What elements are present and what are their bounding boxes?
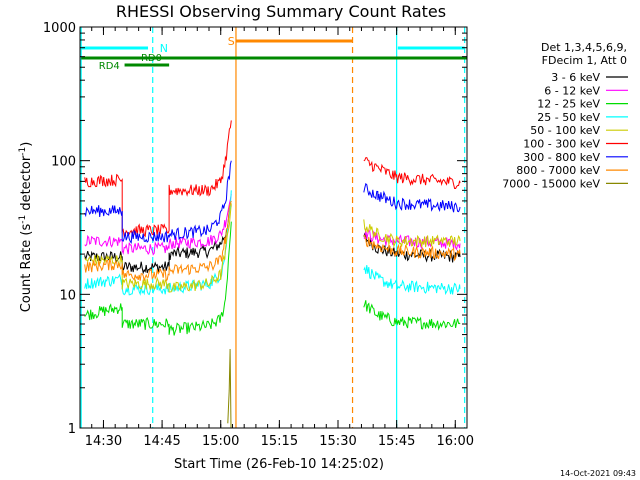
- x-tick-label: 14:30: [85, 434, 122, 449]
- series-line-4-seg-1: [363, 219, 461, 249]
- series-line-6-seg-0: [84, 160, 232, 245]
- legend-header-line: Det 1,3,4,5,6,9,: [541, 41, 627, 54]
- y-axis-label-part3: ): [19, 142, 34, 147]
- y-axis-label: Count Rate (s-1 detector-1): [18, 142, 34, 313]
- night-label: N: [160, 42, 168, 55]
- y-axis-label-sup1: -1: [18, 215, 28, 224]
- y-tick-label: 100: [51, 155, 76, 170]
- series-line-3-seg-1: [363, 264, 461, 296]
- legend: Det 1,3,4,5,6,9,FDecim 1, Att 0 3 - 6 keV…: [502, 41, 628, 190]
- y-tick-label: 1: [68, 422, 76, 437]
- series-line-8-seg-0: [227, 348, 232, 428]
- series-line-7-seg-1: [363, 234, 461, 262]
- x-tick-label: 15:30: [319, 434, 356, 449]
- x-tick-label: 16:00: [437, 434, 474, 449]
- rd4-label: RD4: [99, 61, 120, 72]
- y-axis-label-sup2: -1: [18, 147, 28, 156]
- plot-frame: [79, 26, 468, 429]
- rd0-label: RD0: [141, 53, 162, 64]
- legend-entry-label: 50 - 100 keV: [530, 124, 600, 137]
- series-line-2-seg-1: [363, 300, 461, 331]
- y-axis-label-part2: detector: [19, 155, 34, 215]
- y-tick-label: 1000: [43, 21, 76, 36]
- series-line-6-seg-1: [363, 182, 461, 213]
- legend-entry-label: 7000 - 15000 keV: [502, 177, 600, 190]
- series-line-7-seg-0: [84, 200, 232, 282]
- series-line-5-seg-1: [363, 157, 461, 189]
- legend-entry-label: 300 - 800 keV: [523, 151, 600, 164]
- chart-title: RHESSI Observing Summary Count Rates: [116, 2, 446, 21]
- legend-entry-label: 100 - 300 keV: [523, 138, 600, 151]
- x-axis-label: Start Time (26-Feb-10 14:25:02): [174, 457, 384, 472]
- legend-entry-label: 3 - 6 keV: [551, 71, 600, 84]
- legend-entry-label: 800 - 7000 keV: [516, 164, 600, 177]
- series-line-5-seg-0: [84, 120, 232, 238]
- saa-label: S: [228, 35, 235, 48]
- x-tick-label: 15:00: [202, 434, 239, 449]
- series-line-3-seg-0: [84, 190, 232, 296]
- x-tick-label: 15:45: [378, 434, 415, 449]
- series-line-1-seg-1: [363, 227, 461, 251]
- series-line-2-seg-0: [84, 221, 232, 336]
- y-tick-label: 10: [59, 288, 76, 303]
- timestamp: 14-Oct-2021 09:43: [560, 469, 636, 478]
- legend-entry-label: 12 - 25 keV: [537, 98, 600, 111]
- legend-entry-label: 6 - 12 keV: [544, 84, 600, 97]
- x-tick-label: 15:15: [261, 434, 298, 449]
- x-tick-label: 14:45: [143, 434, 180, 449]
- y-axis-label-part1: Count Rate (s: [19, 224, 34, 313]
- legend-header-line: FDecim 1, Att 0: [542, 54, 627, 67]
- series-line-1-seg-0: [84, 194, 232, 256]
- legend-entry-label: 25 - 50 keV: [537, 111, 600, 124]
